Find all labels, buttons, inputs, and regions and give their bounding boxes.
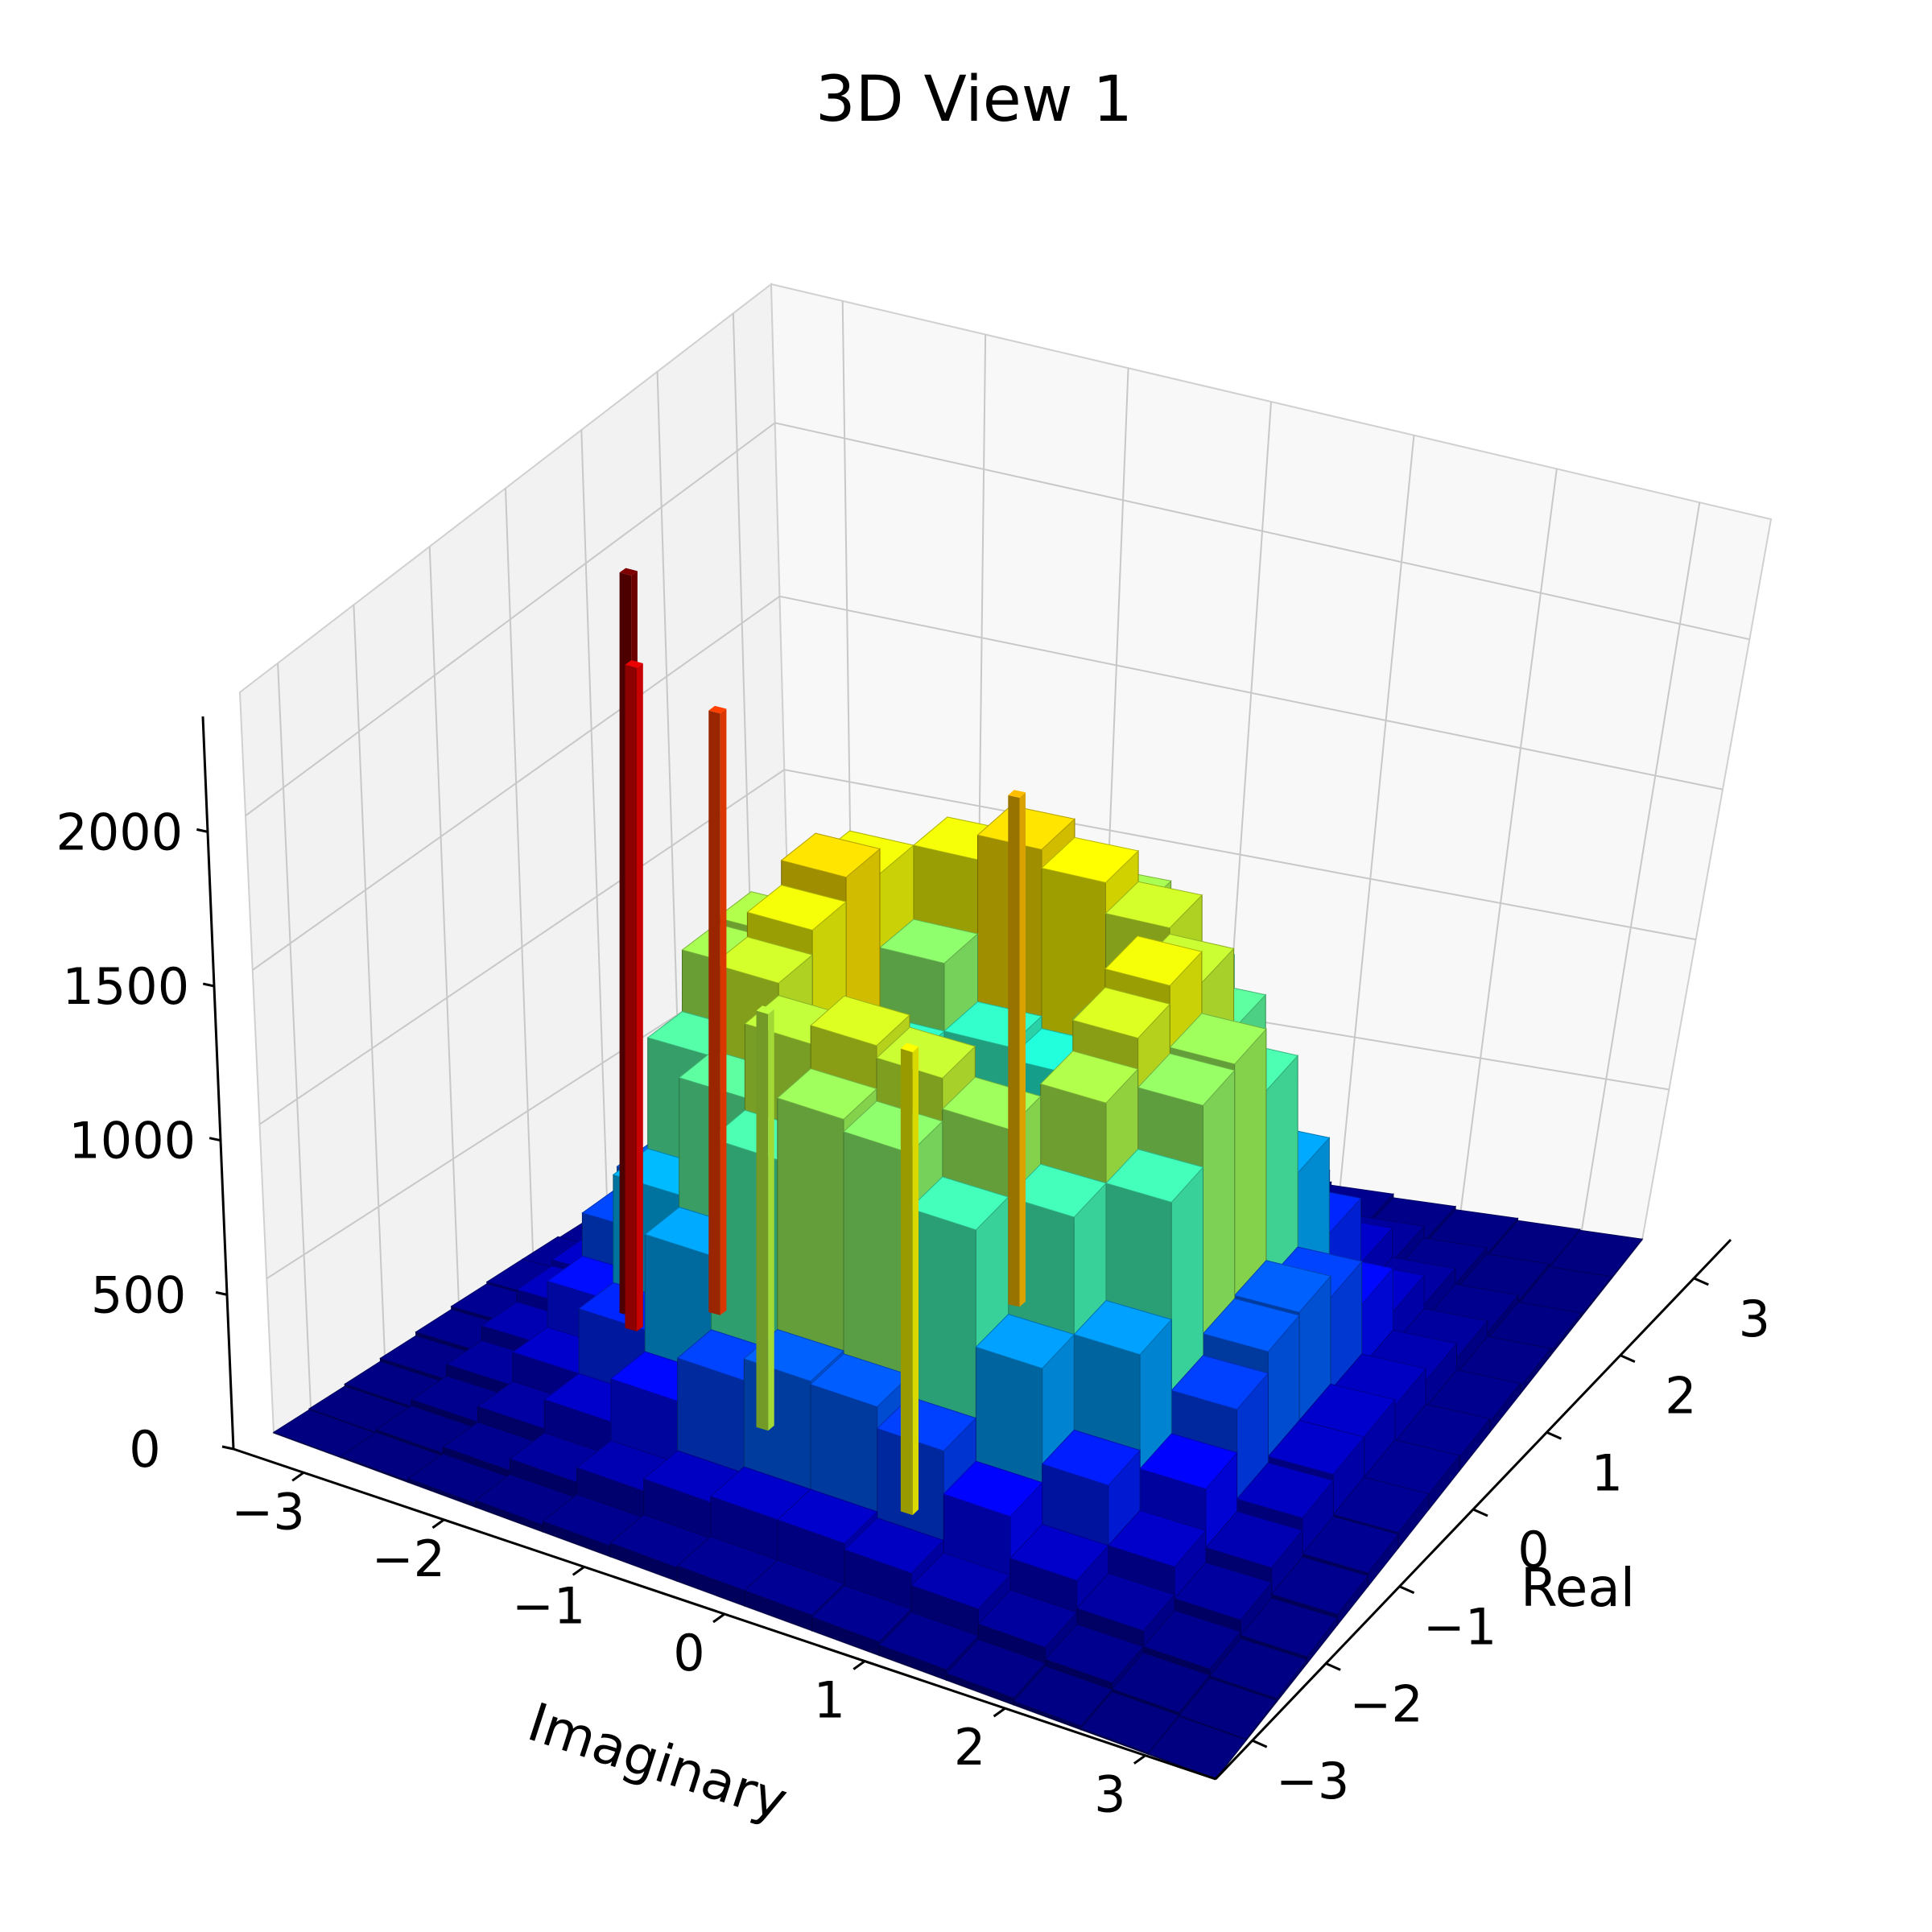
- x-tick-2: [572, 1566, 585, 1576]
- x-tick-4: [852, 1660, 866, 1670]
- z-tick-label-4: 2000: [56, 803, 183, 861]
- z-axis-ticks: 0 500 1000 1500 2000: [56, 803, 234, 1479]
- y-tick-1: [1325, 1662, 1341, 1671]
- chart-title: 3D View 1: [815, 64, 1133, 136]
- x-tick-3: [712, 1612, 725, 1624]
- x-tick-label-0: −3: [231, 1482, 304, 1541]
- spike-5: [900, 1042, 919, 1516]
- z-tick-4: [196, 828, 208, 833]
- x-tick-5: [993, 1707, 1006, 1718]
- x-tick-0: [291, 1472, 305, 1482]
- spike-3: [1008, 790, 1026, 1307]
- x-tick-label-5: 2: [954, 1718, 985, 1777]
- y-axis-label: Real: [1521, 1557, 1635, 1619]
- spike-bars: [619, 568, 1026, 1516]
- z-tick-0: [221, 1445, 234, 1451]
- x-tick-1: [431, 1518, 445, 1530]
- spike-1: [708, 705, 727, 1315]
- z-tick-label-0: 0: [129, 1420, 160, 1479]
- y-tick-label-5: 2: [1665, 1367, 1696, 1426]
- z-axis-line: [201, 716, 235, 1450]
- x-tick-label-1: −2: [372, 1530, 445, 1588]
- y-tick-4: [1546, 1430, 1563, 1440]
- z-tick-label-1: 500: [91, 1265, 186, 1324]
- y-tick-2: [1398, 1585, 1415, 1595]
- x-tick-label-3: 0: [673, 1624, 704, 1682]
- grid-z-2: [258, 769, 1696, 1125]
- z-tick-label-3: 1500: [62, 957, 189, 1016]
- y-tick-3: [1472, 1508, 1488, 1517]
- x-tick-label-6: 3: [1094, 1765, 1125, 1824]
- z-tick-1: [215, 1290, 228, 1296]
- histogram-bars: [272, 805, 1643, 1781]
- y-tick-label-3: 0: [1517, 1521, 1549, 1579]
- x-axis-label: Imaginary: [521, 1691, 795, 1833]
- x-tick-6: [1133, 1754, 1146, 1765]
- x-tick-label-4: 1: [814, 1671, 845, 1730]
- y-tick-label-2: −1: [1423, 1598, 1496, 1657]
- z-tick-3: [202, 982, 215, 988]
- y-tick-label-6: 3: [1739, 1290, 1770, 1348]
- x-tick-label-2: −1: [512, 1576, 585, 1635]
- z-tick-label-2: 1000: [68, 1112, 196, 1170]
- y-tick-6: [1693, 1277, 1709, 1286]
- y-tick-label-0: −3: [1276, 1752, 1349, 1810]
- grid-z-4: [245, 422, 1750, 817]
- grid-z-3: [252, 595, 1724, 971]
- y-tick-label-4: 1: [1591, 1443, 1623, 1502]
- y-tick-5: [1620, 1354, 1636, 1363]
- spike-4: [756, 1005, 774, 1431]
- spike-2: [625, 660, 643, 1331]
- y-tick-0: [1252, 1739, 1268, 1748]
- x-axis-ticks: −3 −2 −1 0 1 2 3: [231, 1472, 1146, 1824]
- y-tick-label-1: −2: [1349, 1674, 1422, 1733]
- z-tick-2: [208, 1137, 221, 1142]
